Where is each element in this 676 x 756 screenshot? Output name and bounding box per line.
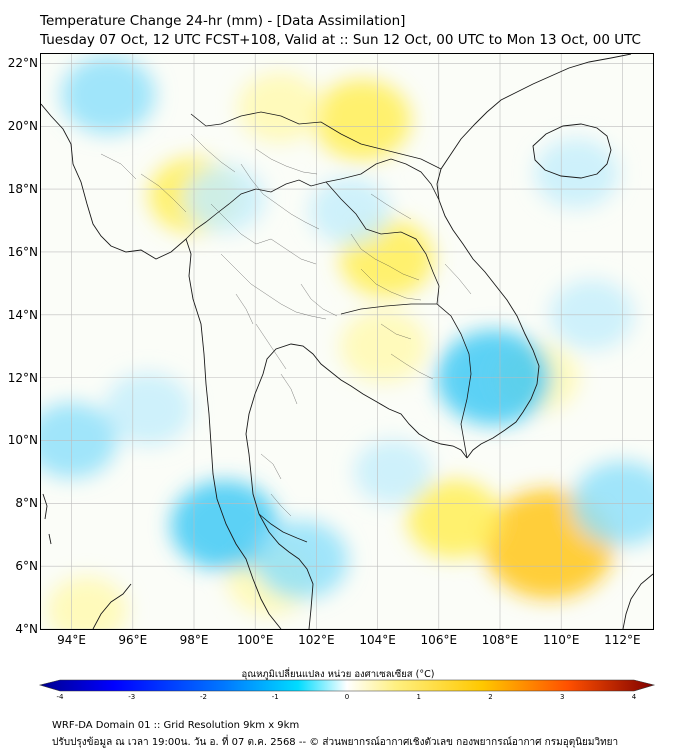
latitude-label: 22°N (7, 56, 38, 71)
colorbar (38, 679, 656, 692)
latitude-label: 14°N (7, 307, 38, 322)
province-line (240, 163, 320, 230)
border-thailand-malaysia (258, 513, 308, 543)
province-line (100, 153, 137, 180)
province-line (235, 293, 254, 325)
province-line (444, 263, 472, 295)
coastlines (41, 54, 653, 629)
longitude-label: 104°E (359, 633, 396, 647)
province-line (140, 173, 187, 213)
province-line (350, 233, 420, 281)
cooling-area (354, 439, 432, 505)
cooling-area (534, 138, 619, 209)
province-line (280, 373, 298, 405)
province-line (255, 323, 287, 370)
colorbar-tick-label: 4 (631, 693, 637, 701)
map-panel (40, 53, 654, 630)
cooling-area (61, 55, 156, 135)
title-line-1: Temperature Change 24-hr (mm) - [Data As… (40, 13, 406, 29)
province-line (270, 493, 292, 517)
warming-area (313, 79, 412, 161)
latitude-label: 20°N (7, 119, 38, 134)
footer-line-1: WRF-DA Domain 01 :: Grid Resolution 9km … (52, 720, 300, 731)
warming-area (46, 576, 128, 629)
longitude-label: 98°E (179, 633, 209, 647)
colorbar-tick-label: 0 (344, 693, 350, 701)
border-thailand-laos (325, 181, 440, 305)
province-line (220, 253, 327, 320)
cooling-area (170, 480, 279, 571)
colorbar-tick-label: 2 (488, 693, 493, 701)
colorbar-label: อุณหภูมิเปลี่ยนแปลง หน่วย องศาเซลเซียส (… (241, 669, 435, 680)
latitude-label: 12°N (7, 370, 38, 385)
latitude-label: 6°N (15, 559, 38, 574)
coastline-mekong (436, 54, 632, 459)
province-line (210, 203, 317, 265)
colorbar-tick-label: 3 (560, 693, 565, 701)
map-svg (41, 54, 653, 629)
province-line (360, 268, 422, 301)
latitude-label: 18°N (7, 182, 38, 197)
title-line-2: Tuesday 07 Oct, 12 UTC FCST+108, Valid a… (40, 32, 641, 48)
border-china (190, 111, 442, 170)
latitude-label: 4°N (15, 622, 38, 636)
longitude-label: 108°E (481, 633, 519, 647)
province-line (370, 193, 412, 220)
warming-area (407, 479, 502, 559)
border-laos-vietnam (340, 158, 440, 201)
colorbar-tick-label: -1 (271, 693, 279, 701)
coastline-west (41, 103, 282, 629)
province-line (255, 148, 318, 175)
colorbar-tick-label: -4 (56, 693, 64, 701)
cooling-area (309, 177, 391, 245)
latitude-label: 8°N (15, 496, 38, 511)
chart-title: Temperature Change 24-hr (mm) - [Data As… (40, 12, 641, 50)
temperature-field (41, 55, 653, 629)
sumatra-coast (92, 583, 132, 629)
province-line (390, 353, 434, 380)
cooling-area (254, 520, 349, 600)
border-myanmar-thailand (185, 178, 342, 240)
province-line (300, 283, 338, 317)
province-line (190, 133, 236, 173)
warming-area (237, 72, 322, 143)
latitude-label: 10°N (7, 433, 38, 448)
cooling-area (104, 372, 192, 446)
latitude-label: 16°N (7, 244, 38, 259)
province-boundaries (100, 133, 472, 517)
borneo-coast (622, 573, 653, 629)
colorbar-tick-label: -3 (128, 693, 136, 701)
province-line (380, 323, 412, 340)
cooling-area (184, 164, 265, 233)
longitude-label: 106°E (420, 633, 458, 647)
colorbar-tick-label: -2 (200, 693, 207, 701)
longitude-label: 102°E (298, 633, 335, 647)
country-borders (185, 111, 472, 543)
andaman-islands (42, 493, 52, 545)
border-cambodia (340, 303, 472, 459)
longitude-label: 100°E (236, 633, 274, 647)
longitude-label: 110°E (542, 633, 580, 647)
longitude-label: 94°E (57, 633, 87, 647)
hainan-island (532, 123, 612, 179)
longitude-label: 112°E (604, 633, 641, 647)
colorbar-tick-label: 1 (416, 693, 421, 701)
coastline-gulf (245, 343, 468, 629)
province-line (260, 453, 282, 480)
colorbar-bar (38, 679, 656, 692)
footer-line-2: ปรับปรุงข้อมูล ณ เวลา 19:00น. วัน อ. ที่… (52, 737, 619, 748)
map-gridlines (41, 54, 653, 629)
warming-area (340, 309, 428, 383)
longitude-label: 96°E (118, 633, 148, 647)
